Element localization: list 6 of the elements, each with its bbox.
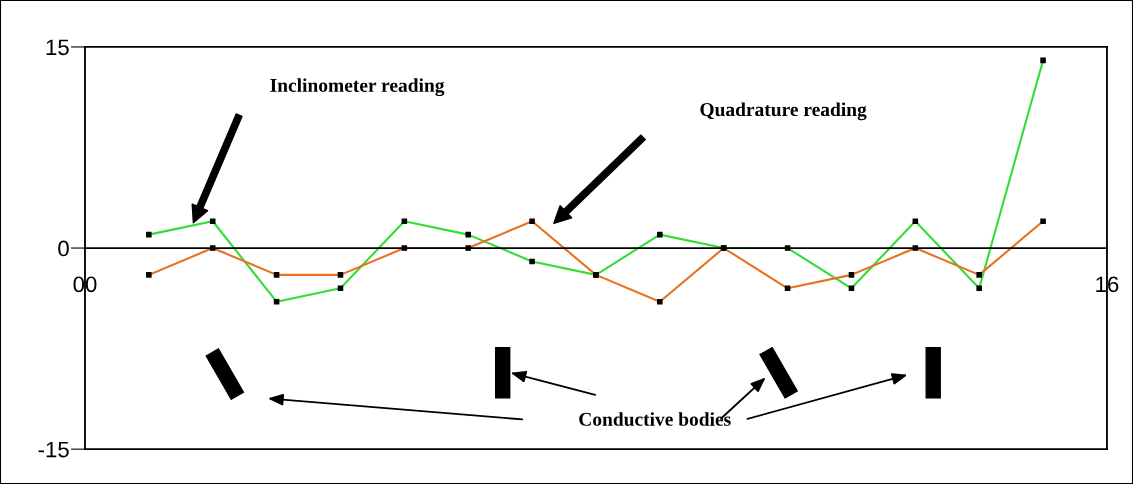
annotation: Inclinometer reading bbox=[270, 78, 445, 97]
y-tick-label: 15 bbox=[46, 39, 69, 56]
annotation: Quadrature reading bbox=[700, 102, 867, 121]
y-tick-label: -15 bbox=[38, 441, 69, 458]
y-tick-label: 0 bbox=[58, 240, 69, 257]
annotation: Conductive bodies bbox=[579, 412, 731, 426]
